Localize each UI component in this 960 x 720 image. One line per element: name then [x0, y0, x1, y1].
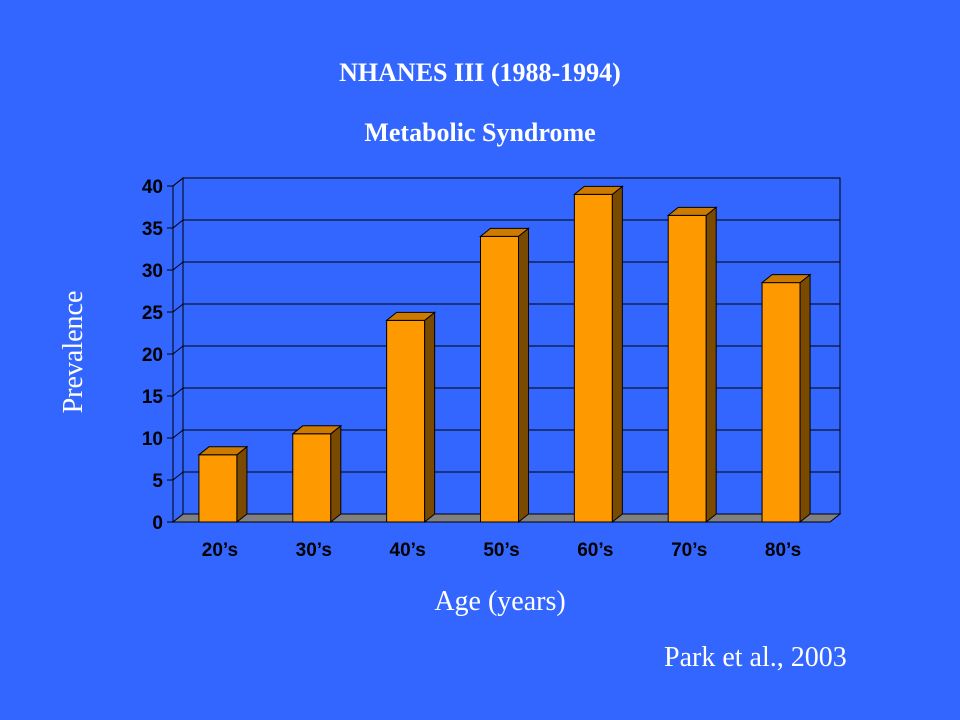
- bar-30s: [291, 424, 343, 524]
- y-tick-label: 30: [142, 261, 163, 282]
- bar-top: [760, 274, 812, 284]
- bar-80s: [760, 273, 812, 524]
- bar-side: [611, 185, 623, 524]
- bar-top: [197, 446, 249, 456]
- x-axis-title: Age (years): [434, 586, 566, 617]
- x-tick-label: 20’s: [202, 540, 238, 561]
- bar-top: [666, 206, 718, 216]
- bar-front: [386, 319, 426, 523]
- bar-side: [424, 311, 436, 524]
- bar-side: [799, 273, 811, 524]
- bar-top: [291, 425, 343, 435]
- x-tick-label: 70’s: [671, 540, 707, 561]
- y-axis-title: Prevalence: [58, 290, 89, 414]
- chart-title: NHANES III (1988-1994): [339, 58, 621, 87]
- bar-20s: [197, 445, 249, 524]
- x-tick-label: 30’s: [296, 540, 332, 561]
- x-tick-label: 80’s: [765, 540, 801, 561]
- bar-layer: [197, 185, 812, 524]
- bar-70s: [666, 206, 718, 524]
- y-tick-label: 15: [142, 387, 164, 408]
- bar-front: [761, 282, 801, 523]
- bar-side: [705, 206, 717, 524]
- y-tick-label: 35: [142, 219, 164, 240]
- chart-subtitle: Metabolic Syndrome: [364, 118, 596, 147]
- gridline-side: [172, 471, 184, 481]
- bar-top: [385, 311, 437, 321]
- bar-50s: [479, 227, 530, 524]
- gridline-side: [172, 261, 184, 271]
- y-tick-label: 5: [152, 471, 163, 492]
- bar-60s: [572, 185, 624, 524]
- citation-text: Park et al., 2003: [664, 642, 847, 673]
- bar-side: [330, 424, 342, 524]
- bar-front: [292, 433, 332, 523]
- bar-side: [236, 445, 248, 524]
- bar-front: [573, 193, 613, 523]
- y-tick-label: 40: [142, 177, 163, 198]
- bar-front: [198, 454, 238, 523]
- y-tick-label: 0: [152, 513, 163, 534]
- gridline-side: [172, 219, 184, 229]
- bar-front: [480, 235, 519, 523]
- bar-front: [667, 214, 707, 523]
- bar-40s: [385, 311, 437, 524]
- gridline-side: [172, 345, 184, 355]
- gridline-side: [172, 177, 184, 187]
- y-tick-label: 20: [142, 345, 163, 366]
- x-tick-label: 40’s: [390, 540, 426, 561]
- gridline-side: [172, 429, 184, 439]
- y-tick-label: 10: [142, 429, 163, 450]
- label-layer: 0 5 10 15 20 25 30 35 40 20’s 30’s 40’s 50’s 60’s 70’s…: [142, 177, 801, 561]
- y-tick-label: 25: [142, 303, 164, 324]
- gridline-side: [172, 387, 184, 397]
- bar-side: [518, 227, 529, 524]
- bar-top: [479, 227, 530, 237]
- x-tick-label: 50’s: [483, 540, 519, 561]
- x-tick-label: 60’s: [577, 540, 613, 561]
- gridline-side: [172, 303, 184, 313]
- bar-top: [572, 185, 624, 195]
